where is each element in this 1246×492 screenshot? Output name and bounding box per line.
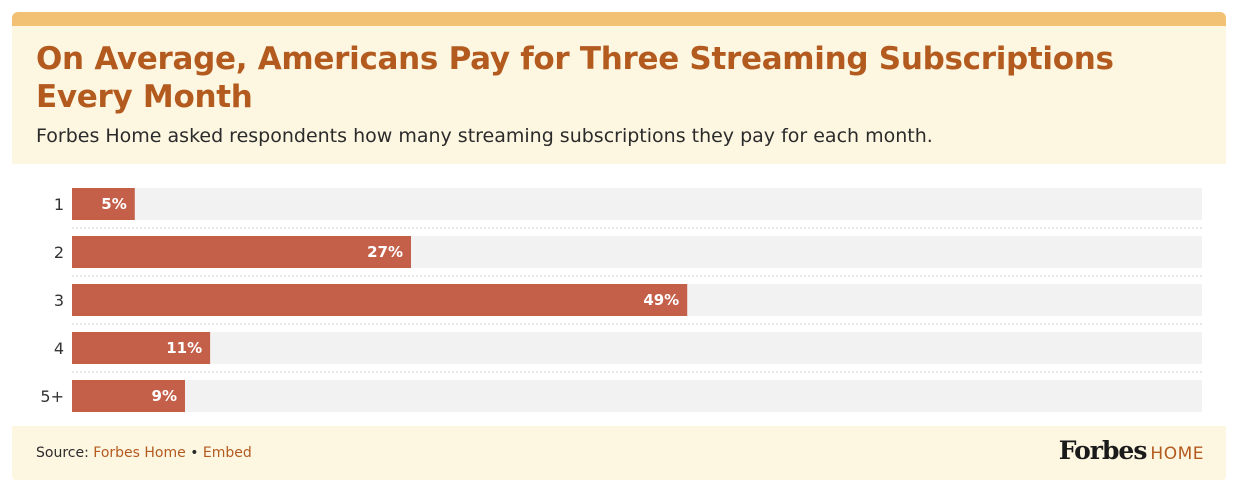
bar-value-label: 11% (166, 339, 202, 357)
category-tick-label: 1 (54, 195, 64, 214)
chart-card: On Average, Americans Pay for Three Stre… (12, 12, 1226, 480)
forbes-home-logo: Forbes HOME (1059, 436, 1204, 465)
accent-band (12, 12, 1226, 28)
source-line: Source: Forbes Home • Embed (36, 444, 252, 462)
bar (72, 332, 211, 364)
bar-chart: 1 5% 2 27% 3 49% 4 11% 5+ 9% (40, 188, 1202, 412)
bar-value-label: 49% (643, 291, 679, 309)
bar-value-label: 27% (367, 243, 403, 261)
bar-track (72, 332, 1202, 364)
source-separator: • (190, 445, 199, 461)
bar (72, 380, 185, 412)
bar-value-label: 9% (152, 387, 177, 405)
bar-value-label: 5% (101, 195, 126, 213)
category-tick-label: 3 (54, 291, 64, 310)
bar-track (72, 380, 1202, 412)
category-tick-label: 4 (54, 339, 64, 358)
bar (72, 284, 688, 316)
embed-link[interactable]: Embed (202, 445, 252, 461)
chart-title: On Average, Americans Pay for Three Stre… (36, 41, 1114, 115)
chart-subtitle: Forbes Home asked respondents how many s… (36, 125, 933, 147)
bar (72, 236, 411, 268)
source-label: Source: (36, 445, 89, 461)
category-tick-label: 5+ (40, 387, 64, 406)
chart-footer: Source: Forbes Home • Embed Forbes HOME (12, 426, 1226, 480)
category-tick-label: 2 (54, 243, 64, 262)
bar (72, 188, 135, 220)
brand-name: Forbes (1058, 436, 1148, 465)
source-link[interactable]: Forbes Home (93, 445, 186, 461)
bar-track (72, 188, 1202, 220)
brand-sub: HOME (1150, 444, 1204, 464)
chart-header (12, 26, 1226, 164)
